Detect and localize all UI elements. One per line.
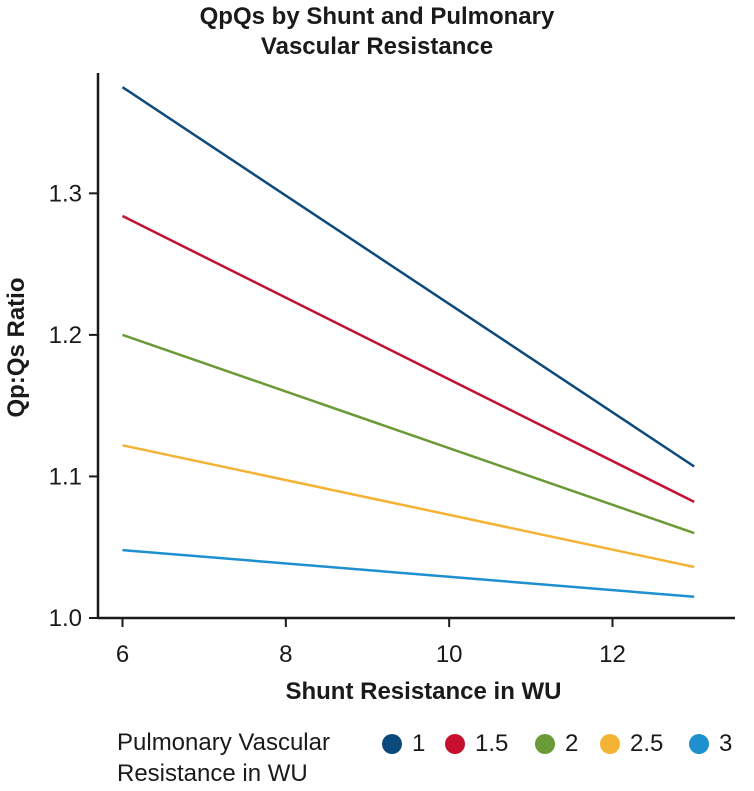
y-tick-label: 1.0: [49, 605, 82, 632]
legend-swatch-1: [382, 734, 402, 754]
legend-item-2: 2: [535, 730, 578, 758]
y-tick-label: 1.1: [49, 463, 82, 490]
series-line-pvr-2: [122, 333, 695, 535]
series-line-pvr-1: [121, 86, 695, 468]
legend-label-2: 2: [565, 730, 579, 757]
legend-swatch-3: [689, 734, 709, 754]
x-tick-label: 6: [116, 641, 129, 668]
y-tick-label: 1.2: [49, 322, 82, 349]
legend-label-1-5: 1.5: [475, 730, 509, 757]
legend-item-3: 3: [689, 730, 732, 758]
chart-title-line2: Vascular Resistance: [260, 33, 494, 60]
y-tick-label: 1.3: [49, 180, 82, 207]
chart-title-line1: QpQs by Shunt and Pulmonary: [199, 3, 555, 30]
legend-item-1: 1: [382, 730, 425, 758]
legend-title-line2: Resistance in WU: [117, 760, 308, 787]
legend-item-2-5: 2.5: [600, 730, 663, 758]
legend-label-3: 3: [719, 730, 733, 757]
legend-title-line1: Pulmonary Vascular: [117, 729, 330, 756]
series-line-pvr-1-5: [121, 214, 695, 504]
legend-swatch-2: [535, 734, 555, 754]
legend-swatch-1-5: [445, 734, 465, 754]
x-tick-label: 10: [436, 641, 463, 668]
y-axis-label: Qp:Qs Ratio: [3, 277, 30, 417]
x-tick-label: 12: [599, 641, 626, 668]
x-axis-label: Shunt Resistance in WU: [285, 678, 561, 705]
series-line-pvr-2-5: [122, 444, 695, 569]
series-line-pvr-3: [122, 548, 695, 599]
x-tick-label: 8: [279, 641, 292, 668]
legend-swatch-2-5: [600, 734, 620, 754]
legend-item-1-5: 1.5: [445, 730, 508, 758]
legend-label-1: 1: [412, 730, 426, 757]
legend-label-2-5: 2.5: [630, 730, 664, 757]
